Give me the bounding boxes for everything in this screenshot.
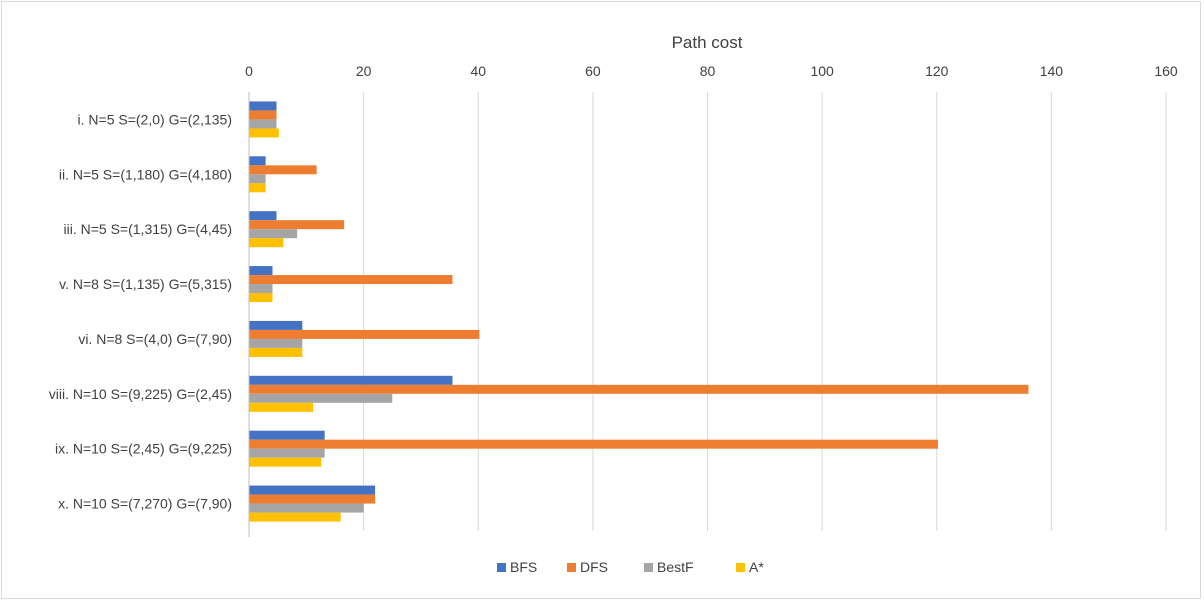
- x-tick-label: 120: [925, 63, 949, 79]
- legend-label: BestF: [657, 559, 694, 575]
- bar-a: [249, 402, 314, 412]
- x-axis-ticks: 0 20 40 60 80 100 120 140 160: [245, 63, 1178, 79]
- y-category-label: ix. N=10 S=(2,45) G=(9,225): [55, 441, 232, 457]
- bar-dfs: [249, 110, 277, 120]
- legend-label: BFS: [510, 559, 537, 575]
- x-tick-label: 60: [585, 63, 601, 79]
- legend-swatch: [567, 563, 576, 572]
- legend-swatch: [497, 563, 506, 572]
- bar-bestf: [249, 393, 393, 403]
- legend-swatch: [644, 563, 653, 572]
- bar-dfs: [249, 494, 376, 504]
- x-tick-label: 0: [245, 63, 253, 79]
- bar-dfs: [249, 165, 317, 175]
- bar-bfs: [249, 101, 277, 111]
- x-tick-label: 40: [470, 63, 486, 79]
- legend-label: DFS: [580, 559, 608, 575]
- y-category-label: viii. N=10 S=(9,225) G=(2,45): [49, 386, 232, 402]
- bar-bfs: [249, 430, 325, 440]
- y-category-label: x. N=10 S=(7,270) G=(7,90): [58, 496, 232, 512]
- bar-a: [249, 512, 341, 522]
- bar-bfs: [249, 375, 453, 385]
- bar-bestf: [249, 119, 277, 129]
- bar-bfs: [249, 211, 277, 221]
- bar-dfs: [249, 275, 453, 285]
- x-tick-label: 160: [1154, 63, 1178, 79]
- legend: BFS DFS BestF A*: [497, 559, 764, 575]
- bar-bestf: [249, 284, 273, 294]
- bar-bestf: [249, 229, 298, 239]
- bar-bestf: [249, 448, 325, 458]
- bar-bestf: [249, 503, 364, 513]
- bar-bfs: [249, 485, 376, 495]
- bar-a: [249, 457, 322, 467]
- bar-bfs: [249, 266, 273, 276]
- bar-bfs: [249, 156, 266, 166]
- y-category-label: vi. N=8 S=(4,0) G=(7,90): [78, 331, 232, 347]
- bar-a: [249, 293, 273, 303]
- bar-dfs: [249, 329, 480, 339]
- x-tick-label: 20: [356, 63, 372, 79]
- y-axis-categories: i. N=5 S=(2,0) G=(2,135) ii. N=5 S=(1,180…: [49, 111, 232, 511]
- x-tick-label: 140: [1040, 63, 1064, 79]
- bar-dfs: [249, 220, 345, 230]
- x-tick-label: 100: [810, 63, 834, 79]
- bar-a: [249, 347, 303, 357]
- bar-a: [249, 128, 279, 138]
- bar-bestf: [249, 174, 266, 184]
- x-tick-label: 80: [700, 63, 716, 79]
- bar-a: [249, 238, 284, 248]
- y-category-label: ii. N=5 S=(1,180) G=(4,180): [59, 166, 232, 182]
- y-category-label: iii. N=5 S=(1,315) G=(4,45): [64, 221, 232, 237]
- gridlines: [363, 92, 1167, 531]
- bars: [249, 101, 1029, 522]
- y-category-label: v. N=8 S=(1,135) G=(5,315): [59, 276, 232, 292]
- bar-dfs: [249, 439, 938, 449]
- bar-a: [249, 183, 266, 193]
- x-axis-title: Path cost: [672, 33, 743, 52]
- legend-swatch: [736, 563, 745, 572]
- y-category-label: i. N=5 S=(2,0) G=(2,135): [78, 111, 232, 127]
- bar-bestf: [249, 338, 303, 348]
- legend-label: A*: [749, 559, 764, 575]
- bar-dfs: [249, 384, 1029, 394]
- bar-bfs: [249, 320, 303, 330]
